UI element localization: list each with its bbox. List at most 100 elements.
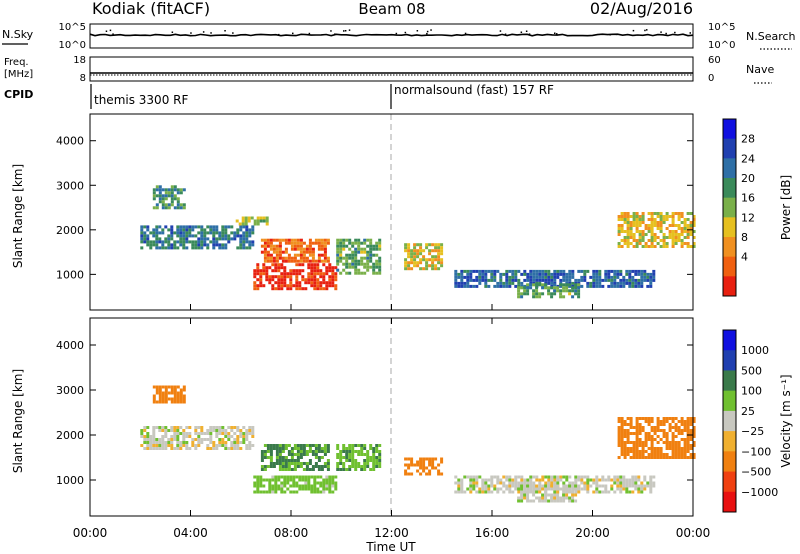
power-cell <box>197 231 201 235</box>
power-cell <box>295 269 299 273</box>
power-cell <box>342 241 346 245</box>
power-cell <box>556 275 560 279</box>
power-cell <box>143 234 147 238</box>
power-cell <box>469 269 473 273</box>
velocity-cell <box>170 400 174 404</box>
velocity-cell <box>277 487 281 491</box>
power-cell <box>281 259 285 263</box>
velocity-cell <box>316 487 320 491</box>
velocity-cell <box>617 420 621 423</box>
power-cell <box>559 283 563 287</box>
velocity-cell <box>233 447 237 450</box>
velocity-cell <box>319 484 323 488</box>
velocity-cell <box>236 444 240 447</box>
power-cell <box>263 241 267 245</box>
power-cell <box>360 271 364 275</box>
velocity-cell <box>641 426 645 429</box>
velocity-cell <box>640 490 644 494</box>
power-cell <box>331 269 335 273</box>
velocity-cell <box>583 487 587 491</box>
power-cell <box>631 275 635 279</box>
power-cell <box>339 244 343 248</box>
velocity-cell <box>490 481 494 485</box>
power-cell <box>375 259 379 263</box>
power-cell <box>662 245 666 248</box>
velocity-cell <box>571 499 575 503</box>
nsearch-point <box>426 30 429 33</box>
velocity-cell <box>620 429 624 432</box>
power-cell <box>378 247 382 251</box>
velocity-cell <box>200 426 204 429</box>
power-cell <box>637 269 641 273</box>
velocity-cell <box>354 465 358 468</box>
power-cell <box>613 272 617 276</box>
velocity-cell <box>161 391 165 395</box>
power-cell <box>164 240 168 244</box>
power-cell <box>149 243 153 247</box>
power-cell <box>239 237 243 241</box>
velocity-cell <box>155 388 159 392</box>
velocity-cell <box>203 438 207 441</box>
velocity-cell <box>656 423 660 426</box>
velocity-cell <box>283 481 287 485</box>
velocity-cell <box>339 468 343 471</box>
plot-title: Kodiak (fitACF) <box>92 0 210 18</box>
nsearch-point <box>430 29 432 31</box>
velocity-cell <box>179 444 183 447</box>
velocity-cell <box>305 444 309 447</box>
power-cell <box>176 203 180 207</box>
power-cell <box>265 272 269 276</box>
velocity-cell <box>481 478 485 482</box>
power-cell <box>227 234 231 238</box>
velocity-cell <box>164 385 168 389</box>
velocity-cell <box>649 490 653 494</box>
power-cell <box>517 281 521 285</box>
power-cell <box>179 234 183 238</box>
power-cell <box>635 224 639 227</box>
power-cell <box>247 219 251 223</box>
velocity-cell <box>620 444 624 447</box>
velocity-cell <box>272 462 276 465</box>
velocity-cell <box>271 478 275 482</box>
power-cell <box>496 281 500 285</box>
power-cell <box>550 292 554 296</box>
velocity-heatmap-cells <box>140 385 696 503</box>
power-cell <box>262 269 266 273</box>
velocity-cell <box>176 394 180 398</box>
velocity-cell <box>227 435 231 438</box>
power-cell <box>248 240 252 244</box>
velocity-cell <box>173 388 177 392</box>
power-cell <box>334 284 338 288</box>
power-cell <box>176 206 180 210</box>
velocity-cell <box>317 465 321 468</box>
velocity-cell <box>671 435 675 438</box>
power-cell <box>472 284 476 288</box>
power-cell <box>290 256 294 260</box>
velocity-cell <box>281 465 285 468</box>
power-cell <box>574 286 578 290</box>
velocity-cell <box>544 499 548 503</box>
power-cell <box>188 231 192 235</box>
velocity-cell <box>290 453 294 456</box>
velocity-cell <box>326 465 330 468</box>
velocity-cell <box>348 465 352 468</box>
power-cell <box>209 231 213 235</box>
power-cell <box>308 250 312 254</box>
velocity-cell <box>363 453 367 456</box>
power-cell <box>328 284 332 288</box>
nsearch-point <box>525 30 528 32</box>
velocity-cell <box>293 453 297 456</box>
velocity-cell <box>637 484 641 488</box>
power-cell <box>326 238 330 242</box>
power-cell <box>310 266 314 270</box>
velocity-cell <box>320 447 324 450</box>
power-cell <box>293 247 297 251</box>
nsearch-point <box>554 32 556 34</box>
nave-tick-top: 60 <box>708 55 721 66</box>
power-colorbar-swatch <box>723 237 736 258</box>
velocity-cell <box>320 450 324 453</box>
power-cell <box>529 278 533 282</box>
velocity-cell <box>274 484 278 488</box>
power-cell <box>296 238 300 242</box>
power-cell <box>643 269 647 273</box>
